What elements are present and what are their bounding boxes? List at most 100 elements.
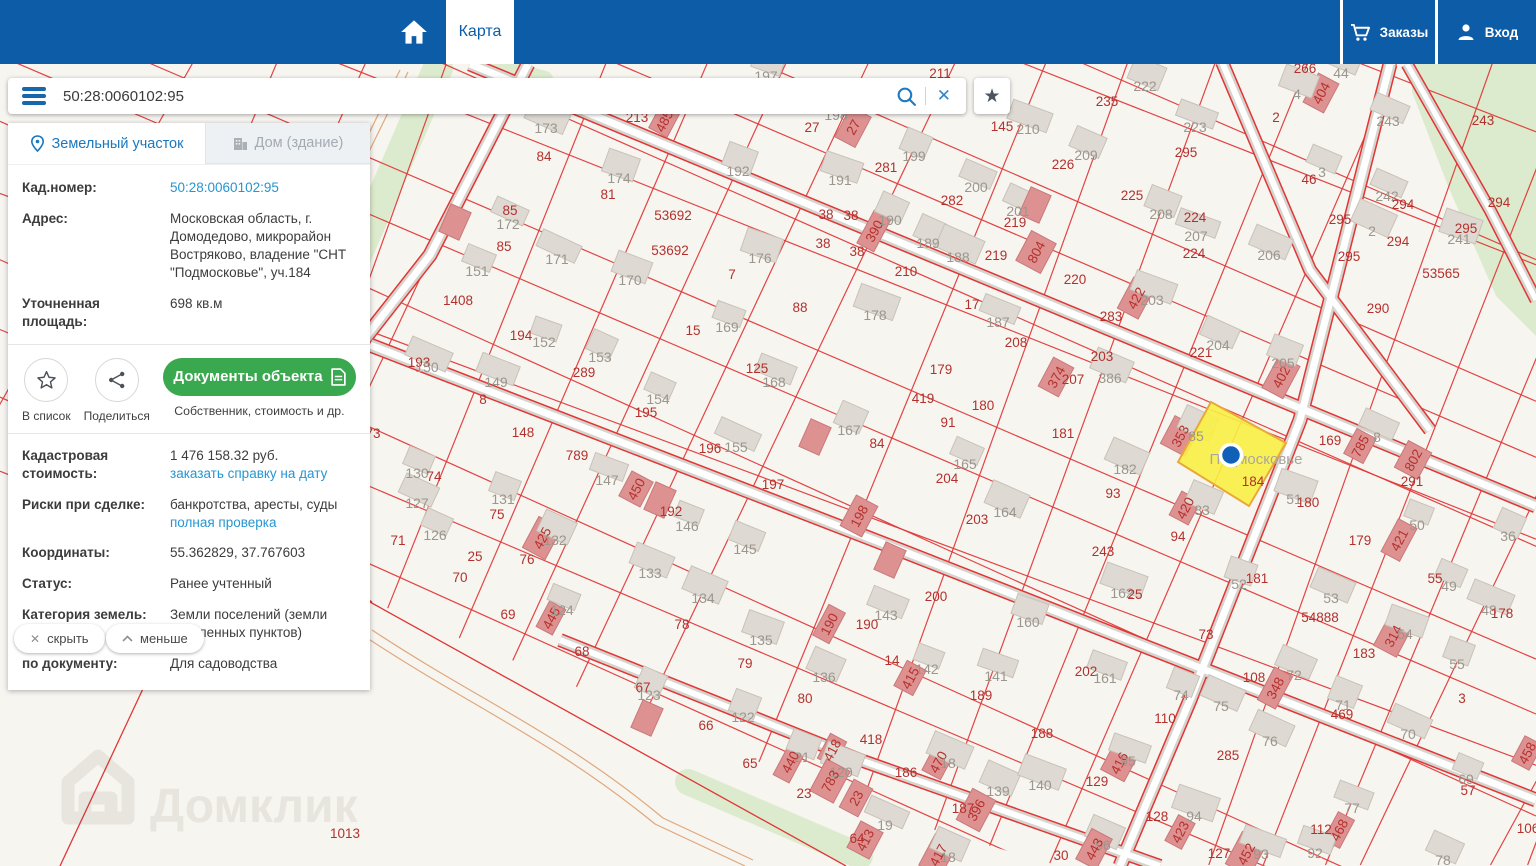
building-footprint-red <box>1164 814 1196 850</box>
parcel-label: 53565 <box>1422 266 1460 281</box>
parcel-label: 196 <box>699 441 722 456</box>
parcel-label: 187 <box>952 801 975 816</box>
building-footprint <box>1466 578 1516 616</box>
building-footprint <box>1438 207 1484 245</box>
parcel-label: 141 <box>984 668 1008 684</box>
parcel-label: 176 <box>748 250 772 266</box>
parcel-label: 126 <box>423 527 447 543</box>
building-footprint <box>863 794 911 830</box>
building-footprint <box>1402 498 1436 526</box>
building-footprint <box>1326 674 1364 710</box>
tab-land-parcel[interactable]: Земельный участок <box>8 123 205 164</box>
parcel-label: 224 <box>1183 246 1206 261</box>
parcel-label: 207 <box>1062 372 1085 387</box>
building-footprint <box>546 582 582 612</box>
building-footprint <box>1183 478 1225 516</box>
show-less-button[interactable]: меньше <box>106 624 204 653</box>
parcel-label: 75 <box>1213 698 1229 714</box>
building-footprint <box>1170 783 1222 823</box>
building-footprint <box>852 282 902 322</box>
tab-map[interactable]: Карта <box>446 0 514 64</box>
parcel-label: 94 <box>1186 808 1202 824</box>
building-footprint <box>1247 223 1295 261</box>
add-to-list-button[interactable]: В список <box>22 357 71 423</box>
field-status: Статус: Ранее учтенный <box>22 576 272 592</box>
share-button[interactable]: Поделиться <box>83 357 150 423</box>
order-certificate-link[interactable]: заказать справку на дату <box>170 465 328 481</box>
building-footprint <box>1085 649 1129 681</box>
parcel-label: 203 <box>1140 292 1164 308</box>
building-footprint-red <box>618 470 654 508</box>
parcel-label: 146 <box>675 518 699 534</box>
parcel-label: 3 <box>1318 164 1326 180</box>
documents-column: Документы объекта Собственник, стоимость… <box>162 357 356 418</box>
building-footprint <box>785 727 823 761</box>
share-label: Поделиться <box>83 408 150 423</box>
parcel-label: 197 <box>762 477 785 492</box>
parcel-label: 225 <box>1121 188 1144 203</box>
parcel-label: 136 <box>812 669 836 685</box>
parcel-label: 18 <box>940 849 956 865</box>
parcel-label: 8 <box>1373 429 1381 445</box>
field-address: Адрес: Московская область, г. Домодедово… <box>22 210 347 280</box>
favorites-button[interactable]: ★ <box>974 78 1010 114</box>
parcel-label: 53692 <box>651 243 689 258</box>
parcel-label: 202 <box>1075 664 1098 679</box>
field-cadastral-value: Кадастровая стоимость: 1 476 158.32 руб.… <box>22 447 356 483</box>
parcel-label: 294 <box>1392 197 1415 212</box>
parcel-label: 77 <box>1344 800 1360 816</box>
parcel-label: 71 <box>1335 697 1351 713</box>
building-footprint <box>1357 407 1401 441</box>
road <box>1404 62 1536 302</box>
parcel-label: 285 <box>1217 748 1240 763</box>
building-icon <box>233 137 247 150</box>
building-footprint <box>1165 665 1201 699</box>
hide-panel-button[interactable]: ✕ скрыть <box>14 624 105 653</box>
building-footprint <box>628 541 676 579</box>
clear-search-icon[interactable]: ✕ <box>936 86 951 105</box>
selected-parcel-marker <box>1218 442 1244 468</box>
parcel-label: 75 <box>489 507 504 522</box>
parcel-label: 54 <box>1397 626 1413 642</box>
parcel-label: 203 <box>966 512 989 527</box>
building-footprint <box>1369 167 1409 199</box>
parcel-label: 83 <box>1194 502 1210 518</box>
building-footprint-red <box>809 758 851 804</box>
building-footprint <box>1248 708 1296 748</box>
full-check-link[interactable]: полная проверка <box>170 514 277 530</box>
building-footprint <box>720 140 760 176</box>
parcel-label: 200 <box>964 179 988 195</box>
parcel-label: 201 <box>1006 203 1030 219</box>
tab-building[interactable]: Дом (здание) <box>205 123 370 164</box>
menu-icon[interactable] <box>22 87 46 105</box>
parcel-label: 139 <box>986 783 1010 799</box>
parcel-label: 36 <box>1500 528 1516 544</box>
object-documents-button[interactable]: Документы объекта <box>162 357 356 396</box>
parcel-label: 418 <box>860 732 883 747</box>
parcel-label: 179 <box>930 362 953 377</box>
building-footprint-red <box>811 603 847 645</box>
parcel-label: 95 <box>1120 753 1136 769</box>
parcel-label: 386 <box>1098 370 1122 386</box>
building-footprint <box>819 150 865 184</box>
parcel-label: 91 <box>940 415 955 430</box>
parcel-label: 149 <box>484 374 508 390</box>
parcel-label: 127 <box>405 495 429 511</box>
search-icon[interactable] <box>896 86 917 107</box>
parcel-line <box>369 601 847 866</box>
cad-number-link[interactable]: 50:28:0060102:95 <box>170 180 279 195</box>
parcel-label: 219 <box>985 248 1008 263</box>
building-footprint <box>1333 779 1375 811</box>
parcel-label: 192 <box>726 163 750 179</box>
building-footprint <box>600 147 642 183</box>
orders-button[interactable]: Заказы <box>1340 0 1435 64</box>
login-button[interactable]: Вход <box>1435 0 1536 64</box>
parcel-label: 19 <box>877 817 893 833</box>
home-button[interactable] <box>386 0 442 64</box>
search-input[interactable] <box>61 86 896 106</box>
parcel-label: 76 <box>519 552 534 567</box>
parcel-label: 44 <box>1333 65 1349 81</box>
parcel-label: 178 <box>1491 606 1514 621</box>
building-footprint <box>1386 702 1434 740</box>
location-pin-icon <box>30 135 44 152</box>
